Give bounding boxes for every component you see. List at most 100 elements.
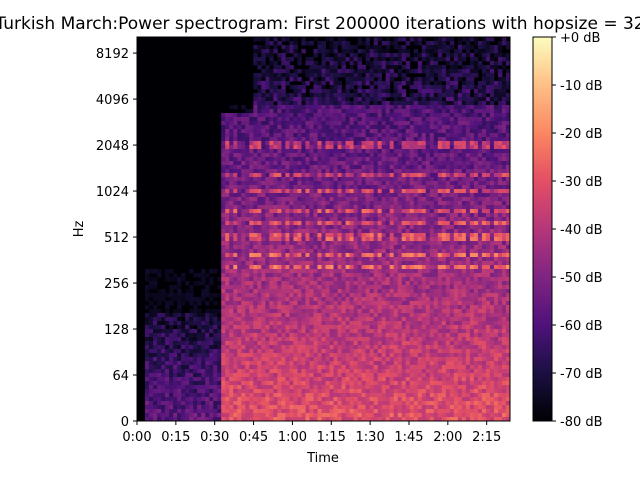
heatmap-cell [353,269,358,274]
heatmap-cell [161,417,166,421]
heatmap-cell [217,377,222,382]
heatmap-cell [293,73,298,78]
heatmap-cell [309,157,314,162]
heatmap-cell [245,317,250,322]
heatmap-cell [261,69,266,74]
heatmap-cell [345,217,350,222]
heatmap-cell [281,85,286,90]
heatmap-cell [253,121,258,126]
heatmap-cell [193,401,198,406]
heatmap-cell [393,261,399,266]
heatmap-cell [265,237,270,242]
heatmap-cell [177,397,182,402]
heatmap-cell [293,245,298,250]
heatmap-cell [281,45,286,50]
heatmap-cell [273,289,278,294]
heatmap-cell [181,393,186,398]
heatmap-cell [321,253,326,258]
heatmap-cell [353,113,358,118]
heatmap-cell [177,385,182,390]
heatmap-cell [353,61,358,66]
heatmap-cell [397,193,403,198]
heatmap-cell [329,113,334,118]
heatmap-cell [333,85,338,90]
heatmap-cell [405,405,411,410]
heatmap-cell [269,365,274,370]
heatmap-cell [261,137,266,142]
heatmap-cell [241,309,246,314]
heatmap-cell [413,225,419,230]
heatmap-cell [145,297,150,302]
heatmap-cell [201,289,206,294]
heatmap-cell [213,353,218,358]
heatmap-cell [409,121,415,126]
heatmap-cell [225,225,230,230]
heatmap-cell [293,113,298,118]
heatmap-cell [221,393,226,398]
heatmap-cell [213,325,218,330]
heatmap-cell [257,269,262,274]
heatmap-cell [353,197,358,202]
heatmap-cell [353,89,358,94]
heatmap-cell [409,225,415,230]
heatmap-cell [305,145,310,150]
heatmap-cell [409,297,415,302]
heatmap-cell [385,169,391,174]
heatmap-cell [185,409,190,414]
heatmap-cell [409,301,415,306]
heatmap-cell [293,269,298,274]
heatmap-cell [209,353,214,358]
heatmap-cell [149,405,154,410]
heatmap-cell [237,201,242,206]
heatmap-cell [257,337,262,342]
heatmap-cell [365,145,371,150]
heatmap-cell [201,413,206,418]
heatmap-cell [189,393,194,398]
heatmap-cell [213,317,218,322]
heatmap-cell [237,385,242,390]
heatmap-cell [349,381,354,386]
heatmap-cell [193,313,198,318]
heatmap-cell [397,337,403,342]
heatmap-cell [213,329,218,334]
heatmap-cell [357,105,362,110]
heatmap-cell [317,181,322,186]
heatmap-cell [337,293,342,298]
heatmap-cell [245,257,250,262]
heatmap-cell [353,189,358,194]
heatmap-cell [321,377,326,382]
heatmap-cell [357,89,362,94]
heatmap-cell [237,397,242,402]
heatmap-cell [257,97,262,102]
heatmap-cell [181,349,186,354]
heatmap-cell [405,221,411,226]
heatmap-cell [313,361,318,366]
heatmap-cell [329,245,334,250]
heatmap-cell [305,189,310,194]
heatmap-cell [389,209,395,214]
heatmap-cell [201,341,206,346]
heatmap-cell [341,137,346,142]
heatmap-cell [193,305,198,310]
heatmap-cell [385,257,391,262]
heatmap-cell [253,365,258,370]
heatmap-cell [301,117,306,122]
heatmap-cell [329,181,334,186]
heatmap-cell [297,57,302,62]
heatmap-cell [165,345,170,350]
heatmap-cell [309,185,314,190]
heatmap-cell [361,113,367,118]
heatmap-cell [269,381,274,386]
heatmap-cell [213,365,218,370]
heatmap-cell [293,125,298,130]
heatmap-cell [165,357,170,362]
heatmap-cell [385,77,391,82]
heatmap-cell [313,313,318,318]
heatmap-cell [349,369,354,374]
heatmap-cell [361,105,367,110]
heatmap-cell [273,113,278,118]
heatmap-cell [221,289,226,294]
heatmap-cell [397,293,403,298]
heatmap-cell [281,289,286,294]
heatmap-cell [393,93,399,98]
